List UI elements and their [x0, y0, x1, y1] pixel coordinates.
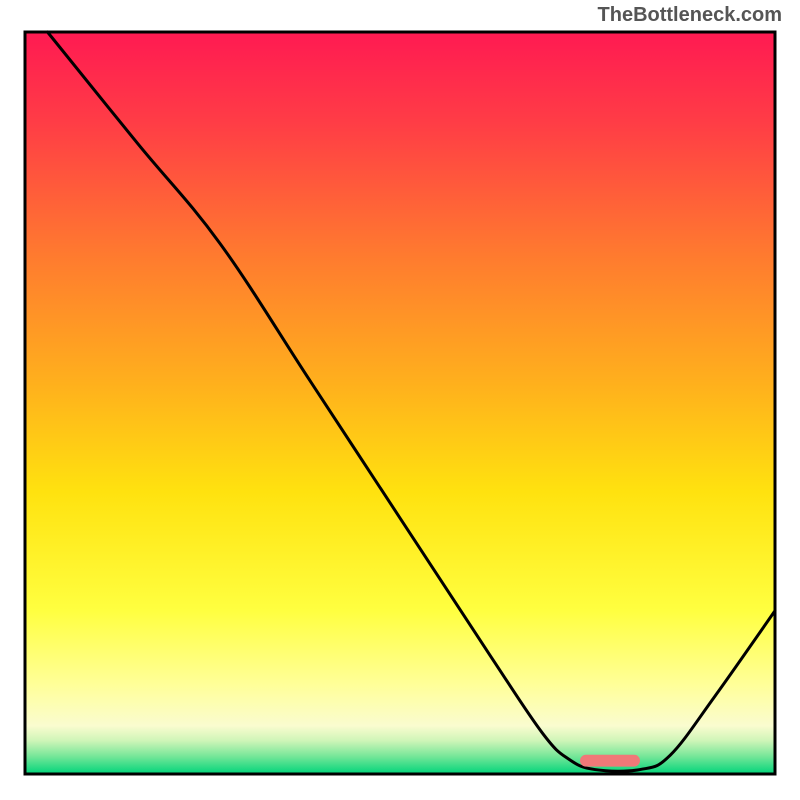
chart-container: TheBottleneck.com: [0, 0, 800, 800]
optimal-marker: [580, 755, 640, 767]
watermark-text: TheBottleneck.com: [598, 4, 782, 27]
bottleneck-chart: [0, 0, 800, 800]
